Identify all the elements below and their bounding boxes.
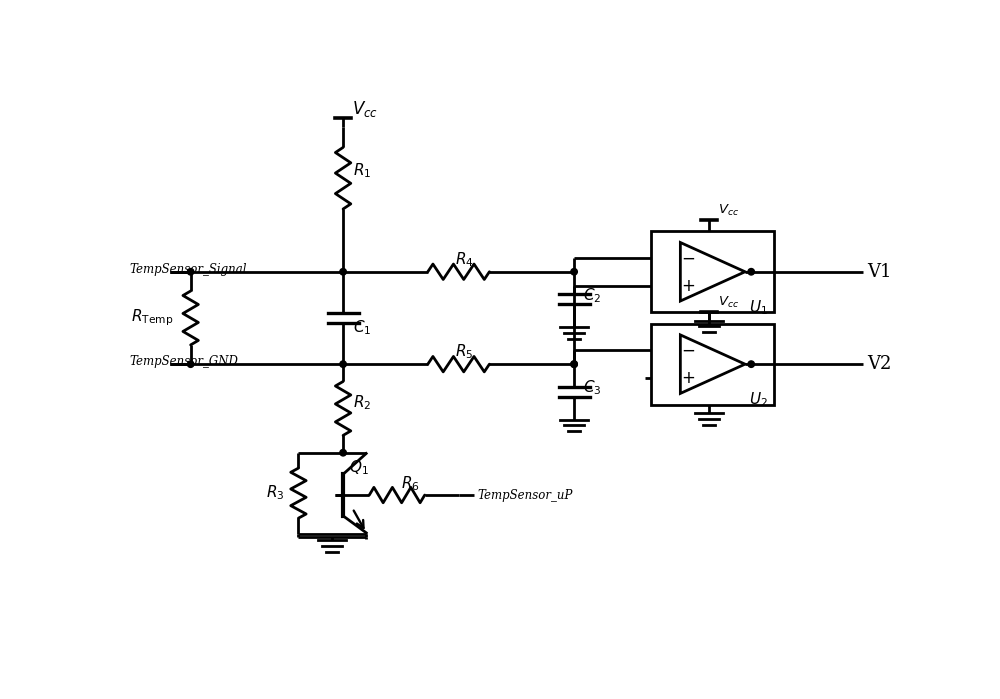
Text: $R_2$: $R_2$: [353, 393, 371, 412]
Circle shape: [571, 361, 577, 368]
Text: $C_2$: $C_2$: [583, 287, 602, 305]
Circle shape: [340, 268, 346, 275]
Text: V1: V1: [867, 263, 891, 281]
Circle shape: [748, 361, 754, 368]
Text: $C_3$: $C_3$: [583, 379, 602, 397]
Text: TempSensor_uP: TempSensor_uP: [478, 489, 573, 502]
Text: $V_{cc}$: $V_{cc}$: [718, 296, 739, 310]
Circle shape: [340, 449, 346, 456]
Circle shape: [187, 268, 194, 275]
Text: $U_2$: $U_2$: [749, 390, 768, 409]
Text: TempSensor_GND: TempSensor_GND: [129, 355, 238, 368]
Text: $R_6$: $R_6$: [401, 474, 420, 493]
Text: $-$: $-$: [681, 249, 695, 267]
Text: $R_4$: $R_4$: [455, 250, 473, 269]
Bar: [651, 324, 774, 405]
Text: $+$: $+$: [681, 277, 695, 295]
Text: $V_{cc}$: $V_{cc}$: [718, 203, 739, 218]
Text: $Q_1$: $Q_1$: [349, 458, 369, 477]
Text: $R_5$: $R_5$: [455, 343, 473, 361]
Text: $-$: $-$: [681, 341, 695, 359]
Text: $R_3$: $R_3$: [266, 484, 285, 503]
Text: $R_{\mathrm{Temp}}$: $R_{\mathrm{Temp}}$: [131, 308, 173, 329]
Text: $+$: $+$: [681, 369, 695, 387]
Text: $R_1$: $R_1$: [353, 161, 371, 180]
Text: TempSensor_Signal: TempSensor_Signal: [129, 263, 247, 276]
Circle shape: [748, 268, 754, 275]
Circle shape: [340, 361, 346, 368]
Circle shape: [571, 361, 577, 368]
Bar: [651, 231, 774, 312]
Text: $U_1$: $U_1$: [749, 298, 768, 317]
Text: $C_1$: $C_1$: [353, 318, 371, 336]
Circle shape: [187, 361, 194, 368]
Circle shape: [571, 268, 577, 275]
Text: V2: V2: [867, 355, 891, 373]
Text: $V_{cc}$: $V_{cc}$: [352, 99, 378, 119]
